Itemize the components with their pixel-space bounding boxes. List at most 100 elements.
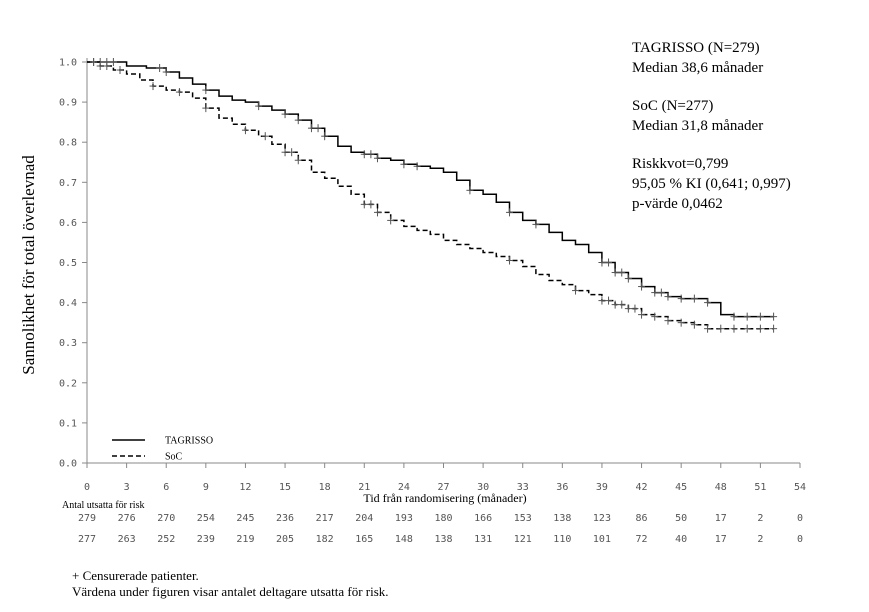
x-tick-label: 12 <box>239 482 251 493</box>
x-tick-label: 39 <box>596 482 608 493</box>
annotation-line: p-värde 0,0462 <box>632 196 723 212</box>
risk-value-soc: 131 <box>474 534 492 545</box>
censor-mark-tagrisso <box>156 64 164 73</box>
x-tick-label: 45 <box>675 482 687 493</box>
censor-mark-tagrisso <box>109 58 117 66</box>
censor-mark-tagrisso <box>605 258 613 267</box>
risk-value-soc: 2 <box>757 534 763 545</box>
x-tick-label: 42 <box>636 482 648 493</box>
x-tick-label: 0 <box>84 482 90 493</box>
censor-mark-tagrisso <box>611 268 619 277</box>
risk-value-soc: 40 <box>675 534 687 545</box>
censor-mark-tagrisso <box>704 298 712 307</box>
censor-mark-tagrisso <box>367 150 375 159</box>
censor-mark-soc <box>572 286 580 295</box>
censor-mark-soc <box>96 62 104 71</box>
censor-mark-soc <box>149 82 157 91</box>
censor-mark-tagrisso <box>162 68 170 77</box>
x-tick-label: 6 <box>163 482 169 493</box>
y-tick-label: 0.7 <box>59 178 77 189</box>
risk-value-tagrisso: 17 <box>715 513 727 524</box>
censor-mark-tagrisso <box>400 160 408 169</box>
y-tick-label: 0.0 <box>59 459 77 470</box>
legend-label-soc: SoC <box>165 452 183 463</box>
censor-mark-tagrisso <box>690 294 698 303</box>
risk-value-tagrisso: 245 <box>236 513 254 524</box>
risk-value-tagrisso: 204 <box>355 513 373 524</box>
y-tick-label: 0.2 <box>59 378 77 389</box>
censor-mark-soc <box>618 300 626 309</box>
censor-mark-tagrisso <box>624 274 632 283</box>
x-tick-label: 33 <box>517 482 529 493</box>
censor-mark-tagrisso <box>638 282 646 291</box>
censor-mark-soc <box>373 208 381 217</box>
risk-value-soc: 165 <box>355 534 373 545</box>
censor-mark-soc <box>202 104 210 113</box>
censor-mark-soc <box>730 324 738 333</box>
legend-label-tagrisso: TAGRISSO <box>165 436 213 447</box>
censor-mark-soc <box>605 296 613 305</box>
x-tick-label: 48 <box>715 482 727 493</box>
censor-mark-tagrisso <box>657 288 665 297</box>
censor-mark-tagrisso <box>743 312 751 321</box>
censor-mark-soc <box>103 62 111 71</box>
annotation-line: SoC (N=277) <box>632 98 713 114</box>
censor-mark-soc <box>506 256 514 265</box>
footnote-risk: Värdena under figuren visar antalet delt… <box>72 584 389 599</box>
censor-mark-soc <box>611 300 619 309</box>
censor-mark-soc <box>288 148 296 157</box>
risk-value-tagrisso: 180 <box>434 513 452 524</box>
censor-mark-tagrisso <box>255 102 263 111</box>
censor-mark-soc <box>638 310 646 319</box>
censor-mark-soc <box>756 324 764 333</box>
y-axis-title: Sannolikhet för total överlevnad <box>19 155 38 375</box>
risk-value-soc: 277 <box>78 534 96 545</box>
y-tick-label: 0.3 <box>59 338 77 349</box>
x-tick-label: 9 <box>203 482 209 493</box>
risk-value-tagrisso: 279 <box>78 513 96 524</box>
series-layer <box>87 58 778 333</box>
censor-mark-soc <box>90 58 98 66</box>
censor-mark-tagrisso <box>321 132 329 141</box>
censor-mark-soc <box>261 132 269 141</box>
y-tick-label: 0.6 <box>59 218 77 229</box>
x-tick-label: 24 <box>398 482 410 493</box>
censor-mark-soc <box>677 318 685 327</box>
censor-mark-soc <box>704 324 712 333</box>
censor-mark-soc <box>631 304 639 313</box>
censor-mark-soc <box>116 66 124 75</box>
censor-mark-soc <box>360 200 368 209</box>
risk-value-soc: 138 <box>434 534 452 545</box>
censor-mark-soc <box>743 324 751 333</box>
risk-value-tagrisso: 217 <box>316 513 334 524</box>
risk-value-soc: 0 <box>797 534 803 545</box>
y-tick-label: 0.4 <box>59 298 77 309</box>
censor-mark-soc <box>175 88 183 97</box>
risk-value-soc: 205 <box>276 534 294 545</box>
risk-value-soc: 110 <box>553 534 571 545</box>
censor-mark-tagrisso <box>770 312 778 321</box>
censor-mark-tagrisso <box>360 150 368 159</box>
censor-mark-soc <box>770 324 778 333</box>
y-tick-label: 0.9 <box>59 98 77 109</box>
legend: TAGRISSO SoC <box>112 436 213 463</box>
x-axis-title: Tid från randomisering (månader) <box>363 491 526 505</box>
censor-mark-tagrisso <box>373 154 381 163</box>
censor-mark-tagrisso <box>202 86 210 95</box>
risk-value-tagrisso: 2 <box>757 513 763 524</box>
risk-table-label: Antal utsatta för risk <box>62 500 144 511</box>
censor-mark-tagrisso <box>506 208 514 217</box>
risk-value-soc: 252 <box>157 534 175 545</box>
risk-value-tagrisso: 138 <box>553 513 571 524</box>
x-tick-label: 3 <box>124 482 130 493</box>
risk-value-soc: 101 <box>593 534 611 545</box>
x-tick-label: 18 <box>319 482 331 493</box>
annotations: TAGRISSO (N=279) Median 38,6 månader SoC (… <box>632 40 791 212</box>
risk-value-soc: 72 <box>636 534 648 545</box>
y-tick-label: 0.1 <box>59 418 77 429</box>
risk-value-soc: 17 <box>715 534 727 545</box>
risk-table: 279 276 270 254 245 236 217 204 193 180 166 153 138 1… <box>78 513 803 545</box>
risk-value-tagrisso: 0 <box>797 513 803 524</box>
censor-mark-soc <box>294 156 302 165</box>
